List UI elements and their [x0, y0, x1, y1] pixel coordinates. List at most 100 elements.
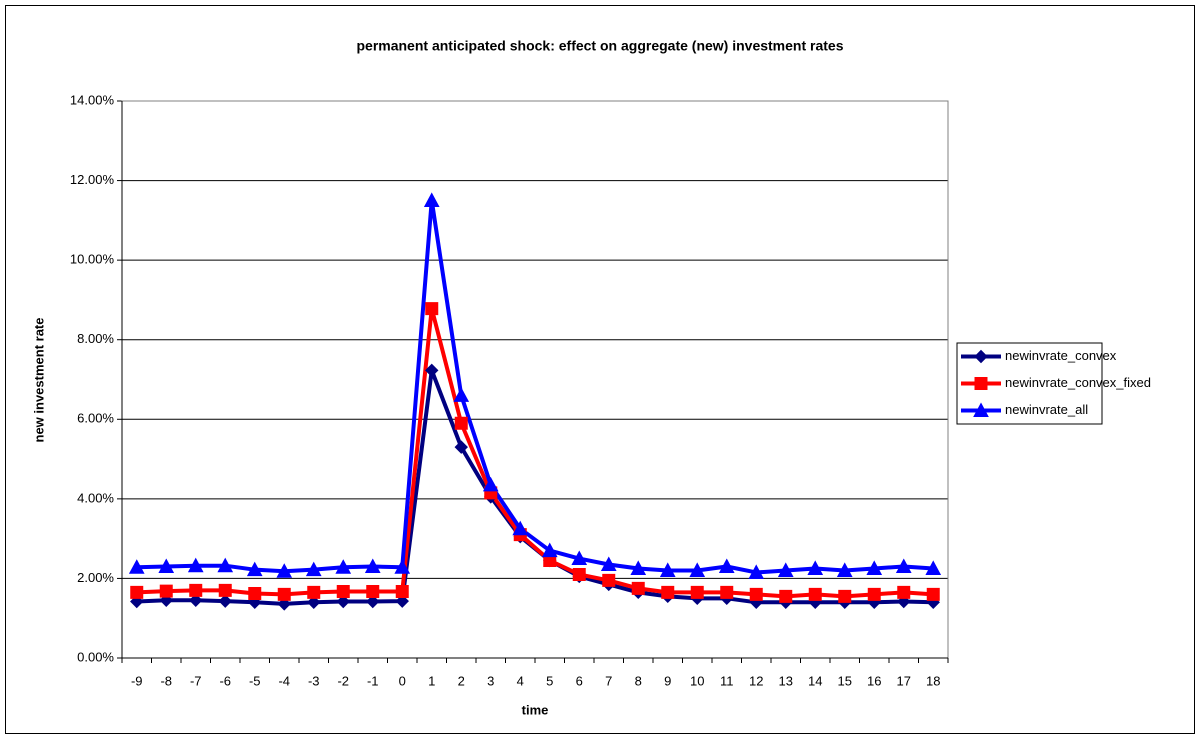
- x-tick-label: 2: [458, 673, 465, 688]
- x-tick-label: 9: [664, 673, 671, 688]
- legend-label: newinvrate_convex: [1005, 348, 1117, 363]
- y-tick-label: 14.00%: [70, 92, 115, 107]
- x-tick-label: 8: [635, 673, 642, 688]
- y-tick-label: 0.00%: [77, 649, 114, 664]
- marker: [189, 583, 203, 597]
- marker: [277, 597, 291, 611]
- marker: [897, 585, 911, 599]
- marker: [572, 567, 586, 581]
- marker: [690, 585, 704, 599]
- marker: [218, 583, 232, 597]
- marker: [394, 559, 411, 574]
- marker: [425, 363, 439, 378]
- marker: [366, 594, 380, 609]
- x-tick-label: 15: [838, 673, 852, 688]
- marker: [336, 594, 350, 609]
- marker: [895, 558, 912, 573]
- marker: [246, 561, 263, 577]
- marker: [305, 561, 322, 577]
- marker: [364, 558, 381, 573]
- legend-label: newinvrate_convex_fixed: [1005, 375, 1151, 390]
- marker: [395, 585, 409, 599]
- marker: [159, 584, 173, 598]
- marker: [866, 560, 883, 575]
- y-tick-label: 10.00%: [70, 252, 115, 267]
- marker: [453, 387, 470, 402]
- x-tick-label: -7: [190, 673, 202, 688]
- x-tick-label: -5: [249, 673, 261, 688]
- marker: [631, 581, 645, 595]
- marker: [395, 594, 409, 608]
- x-tick-label: 13: [779, 673, 793, 688]
- x-tick-label: 7: [605, 673, 612, 688]
- marker: [336, 585, 350, 599]
- x-tick-label: 16: [867, 673, 881, 688]
- x-tick-label: 10: [690, 673, 704, 688]
- marker: [720, 585, 734, 599]
- marker: [541, 542, 558, 558]
- legend-label: newinvrate_all: [1005, 402, 1088, 417]
- x-tick-label: -3: [308, 673, 320, 688]
- marker: [974, 349, 988, 364]
- x-tick-label: -4: [278, 673, 290, 688]
- marker: [838, 589, 852, 603]
- marker: [602, 573, 616, 587]
- marker: [926, 587, 940, 601]
- y-tick-label: 12.00%: [70, 172, 115, 187]
- marker: [248, 587, 262, 601]
- marker: [807, 560, 824, 575]
- x-tick-label: -1: [367, 673, 379, 688]
- marker: [689, 562, 706, 577]
- marker: [718, 558, 735, 573]
- marker: [277, 587, 291, 601]
- marker: [779, 589, 793, 603]
- marker: [454, 416, 468, 430]
- series-line: [136, 198, 934, 575]
- marker: [307, 585, 321, 599]
- marker: [158, 558, 175, 573]
- x-tick-label: 17: [897, 673, 911, 688]
- marker: [808, 587, 822, 601]
- marker: [630, 560, 647, 575]
- marker: [130, 585, 144, 599]
- marker: [749, 587, 763, 601]
- y-tick-label: 6.00%: [77, 411, 114, 426]
- x-tick-label: 18: [926, 673, 940, 688]
- x-tick-label: 4: [517, 673, 524, 688]
- x-axis-label: time: [522, 702, 549, 717]
- plot-area: [122, 101, 948, 658]
- y-tick-label: 4.00%: [77, 490, 114, 505]
- marker: [748, 564, 765, 579]
- marker: [512, 520, 529, 536]
- marker: [482, 476, 499, 492]
- chart-title: permanent anticipated shock: effect on a…: [356, 38, 843, 54]
- marker: [189, 593, 203, 608]
- x-tick-label: 11: [720, 673, 734, 688]
- marker: [335, 559, 352, 574]
- x-tick-label: 0: [399, 673, 406, 688]
- marker: [425, 302, 439, 316]
- marker: [128, 559, 145, 574]
- marker: [777, 562, 794, 577]
- marker: [187, 557, 204, 573]
- x-tick-label: -9: [131, 673, 143, 688]
- series-line: [136, 306, 934, 599]
- marker: [307, 595, 321, 610]
- y-tick-label: 2.00%: [77, 570, 114, 585]
- marker: [423, 192, 440, 207]
- x-tick-label: 12: [749, 673, 763, 688]
- marker: [276, 563, 293, 578]
- marker: [973, 402, 989, 417]
- x-tick-label: -6: [219, 673, 231, 688]
- x-tick-label: -2: [337, 673, 349, 688]
- x-tick-label: 14: [808, 673, 822, 688]
- marker: [925, 560, 942, 575]
- marker: [836, 562, 853, 577]
- y-tick-label: 8.00%: [77, 331, 114, 346]
- x-tick-label: -8: [160, 673, 172, 688]
- marker: [217, 557, 234, 573]
- x-tick-label: 1: [428, 673, 435, 688]
- marker: [867, 587, 881, 601]
- marker: [571, 550, 588, 566]
